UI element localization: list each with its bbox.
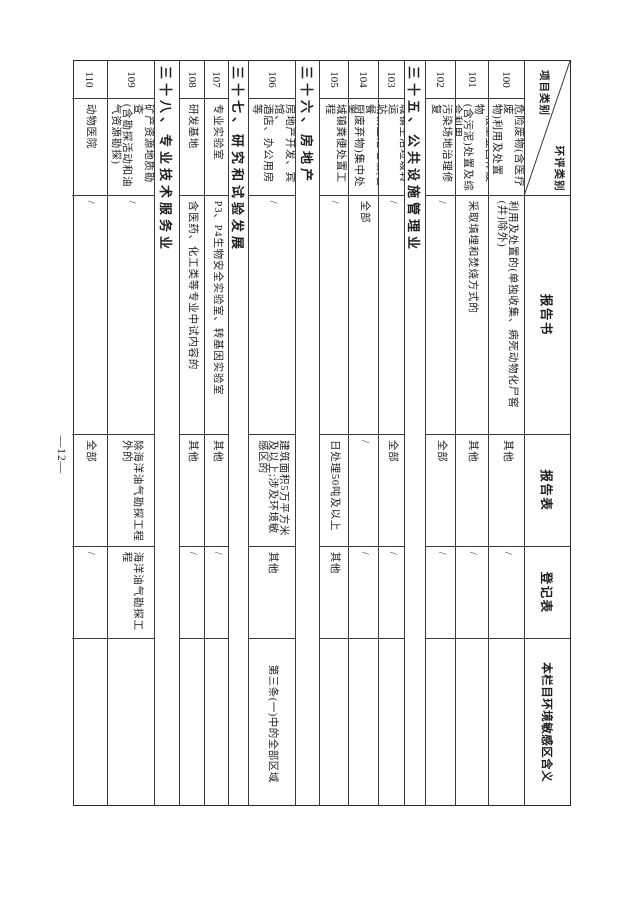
item-number: 100: [488, 61, 524, 99]
report-form-value: 建筑面积5万平方米 及以上;涉及环境敏 感区的: [248, 434, 295, 547]
report-form-value: 日处理50吨及以上: [319, 434, 348, 547]
project-category: 研发基地: [179, 98, 204, 196]
report-book-value: /: [72, 195, 107, 435]
table-row: 102 污染场地治理修复 / 全部 /: [425, 61, 455, 805]
project-category: 城镇粪便处置工程: [319, 98, 348, 196]
sensitive-area-meaning: [107, 639, 154, 805]
header-report-form: 报告表: [524, 435, 570, 547]
report-form-value: 其他: [488, 434, 524, 547]
industry-group-header: 三十六、房地产: [295, 61, 319, 805]
sensitive-area-meaning: [488, 639, 524, 805]
project-category: 专业实验室: [204, 98, 228, 196]
report-form-value: 全部: [378, 434, 404, 547]
report-book-value: 全部: [348, 195, 378, 435]
report-book-value: /: [107, 195, 154, 435]
project-category: 动物医院: [72, 98, 107, 196]
header-registration-form: 登记表: [524, 546, 570, 640]
registration-form-value: /: [488, 546, 524, 640]
report-book-value: /: [378, 195, 404, 435]
item-number: 110: [72, 61, 107, 99]
report-book-value: /: [425, 195, 455, 435]
sensitive-area-meaning: 第三条(一)中的全部区域: [248, 639, 295, 805]
registration-form-value: 海洋油气勘探工 程: [107, 546, 154, 640]
registration-form-value: /: [348, 546, 378, 640]
sensitive-area-meaning: [72, 639, 107, 805]
header-label-project-category: 项目类别: [538, 70, 549, 116]
group-header-row: 三十五、公共设施管理业: [404, 61, 425, 805]
report-book-value: 含医药、化工类等专业中试内容的: [179, 195, 204, 435]
project-category: 污染场地治理修复: [425, 98, 455, 196]
report-form-value: 除海洋油气勘探工程 外的: [107, 434, 154, 547]
report-form-value: 其他: [455, 434, 488, 547]
group-header-row: 三十八、专业技术服务业: [154, 61, 179, 805]
sensitive-area-meaning: [425, 639, 455, 805]
sensitive-area-meaning: [204, 639, 228, 805]
table-row: 109 矿产资源地质勘查 (含勘探活动和油 气资源勘探) / 除海洋油气勘探工程 外的…: [107, 61, 154, 805]
registration-form-value: /: [204, 546, 228, 640]
project-category: 一般工业固体废物 (含污泥)处置及综 合利用: [455, 98, 488, 196]
report-form-value: 其他: [204, 434, 228, 547]
project-category: 房地产开发、宾馆、 酒店、办公用房等: [248, 98, 295, 196]
table-row: 106 房地产开发、宾馆、 酒店、办公用房等 / 建筑面积5万平方米 及以上;涉及环境…: [248, 61, 295, 805]
report-book-value: 利用及处置的(单独收集、病死动物化尸窖 (井)除外): [488, 195, 524, 435]
table-row: 107 专业实验室 P3、P4生物安全实验室、转基因实验室 其他 /: [204, 61, 228, 805]
report-form-value: 全部: [425, 434, 455, 547]
table-row: 108 研发基地 含医药、化工类等专业中试内容的 其他 /: [179, 61, 204, 805]
table-row: 110 动物医院 / 全部 /: [72, 61, 107, 805]
report-form-value: /: [348, 434, 378, 547]
group-header-row: 三十六、房地产: [295, 61, 319, 805]
registration-form-value: 其他: [319, 546, 348, 640]
report-book-value: P3、P4生物安全实验室、转基因实验室: [204, 195, 228, 435]
item-number: 109: [107, 61, 154, 99]
item-number: 106: [248, 61, 295, 99]
project-category: 城镇生活垃圾转运 站: [378, 98, 404, 196]
classification-table: 环评类别 项目类别 报告书 报告表 登记表 本栏目环境敏感区含义 100 危险废物…: [72, 60, 571, 806]
page-number: —12—: [55, 435, 67, 475]
report-form-value: 全部: [72, 434, 107, 547]
industry-group-header: 三十七、研究和试验发展: [228, 61, 248, 805]
registration-form-value: 其他: [248, 546, 295, 640]
header-label-eia-category: 环评类别: [553, 145, 564, 192]
diagonal-line: [524, 61, 570, 196]
table-row: 105 城镇粪便处置工程 / 日处理50吨及以上 其他: [319, 61, 348, 805]
item-number: 107: [204, 61, 228, 99]
registration-form-value: /: [72, 546, 107, 640]
registration-form-value: /: [455, 546, 488, 640]
project-category: 危险废物(含医疗废 物)利用及处置: [488, 98, 524, 196]
project-category: 矿产资源地质勘查 (含勘探活动和油 气资源勘探): [107, 98, 154, 196]
project-category: 城镇生活垃圾(含餐 厨废弃物)集中处置: [348, 98, 378, 196]
report-book-value: /: [319, 195, 348, 435]
item-number: 102: [425, 61, 455, 99]
sensitive-area-meaning: [455, 639, 488, 805]
registration-form-value: /: [179, 546, 204, 640]
header-diagonal-cell: 环评类别 项目类别: [524, 61, 570, 196]
sensitive-area-meaning: [378, 639, 404, 805]
report-book-value: 采取填埋和焚烧方式的: [455, 195, 488, 435]
header-sensitive-area-meaning: 本栏目环境敏感区含义: [524, 639, 570, 805]
item-number: 104: [348, 61, 378, 99]
registration-form-value: /: [378, 546, 404, 640]
sensitive-area-meaning: [319, 639, 348, 805]
table-row: 100 危险废物(含医疗废 物)利用及处置 利用及处置的(单独收集、病死动物化尸窖 …: [488, 61, 524, 805]
table-header-row: 环评类别 项目类别 报告书 报告表 登记表 本栏目环境敏感区含义: [524, 61, 570, 805]
item-number: 101: [455, 61, 488, 99]
group-header-row: 三十七、研究和试验发展: [228, 61, 248, 805]
report-book-value: /: [248, 195, 295, 435]
registration-form-value: /: [425, 546, 455, 640]
industry-group-header: 三十八、专业技术服务业: [154, 61, 179, 805]
header-report-book: 报告书: [524, 195, 570, 435]
item-number: 103: [378, 61, 404, 99]
item-number: 105: [319, 61, 348, 99]
sensitive-area-meaning: [179, 639, 204, 805]
item-number: 108: [179, 61, 204, 99]
table-body: 100 危险废物(含医疗废 物)利用及处置 利用及处置的(单独收集、病死动物化尸窖 …: [72, 61, 524, 805]
industry-group-header: 三十五、公共设施管理业: [404, 61, 425, 805]
sensitive-area-meaning: [348, 639, 378, 805]
report-form-value: 其他: [179, 434, 204, 547]
